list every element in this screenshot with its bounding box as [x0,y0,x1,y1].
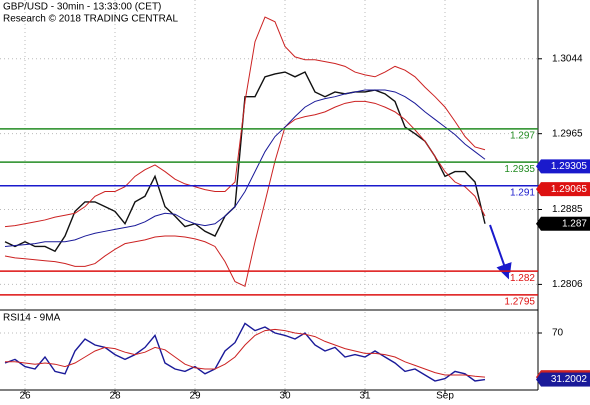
price-tag [541,372,590,387]
chart-title: GBP/USD - 30min - 13:33:00 (CET) [3,2,161,13]
x-tick-label: 28 [109,391,121,400]
level-label: 1.2795 [504,296,535,307]
price-tag [541,159,590,174]
series-line [4,89,486,247]
y-tick-label: 1.2965 [552,128,583,139]
y-tick-label: 70 [552,328,564,339]
y-tick-label: 1.3044 [552,53,583,64]
x-tick-label: 26 [19,391,31,400]
panel-title: RSI14 - 9MA [3,313,61,324]
price-tag-label: 1.29065 [551,184,588,195]
level-label-bg [508,272,537,284]
y-tick-label: 1.2885 [552,204,583,215]
forecast-arrow [489,224,512,280]
price-tag-label: 1.287 [562,218,587,229]
level-label-bg [503,163,537,175]
price-tag [541,216,590,231]
level-label-bg [508,130,537,142]
level-label: 1.282 [510,273,535,284]
price-tag-pointer [536,182,541,197]
level-label: 1.297 [510,131,535,142]
y-tick-label: 1.2806 [552,279,583,290]
price-tag-pointer [536,372,541,387]
level-label-bg [508,187,537,199]
series-line [4,100,486,288]
price-tag-label: 1.29305 [551,161,588,172]
chart-subtitle: Research © 2018 TRADING CENTRAL [3,14,178,25]
level-label: 1.2935 [504,164,535,175]
level-label-bg [503,296,537,308]
x-tick-label: 29 [189,391,201,400]
series-line [4,322,486,382]
x-tick-label: 31 [359,391,371,400]
price-tag-pointer [536,159,541,174]
price-tag [541,182,590,197]
series-line [4,16,486,228]
plot-area [0,0,538,390]
price-tag-pointer [536,216,541,231]
price-tag-label: 31.2002 [551,374,588,385]
level-label: 1.291 [510,187,535,198]
x-tick-label: Sep [436,391,454,400]
series-line [5,328,486,378]
series-line [4,71,486,253]
x-tick-label: 30 [279,391,291,400]
